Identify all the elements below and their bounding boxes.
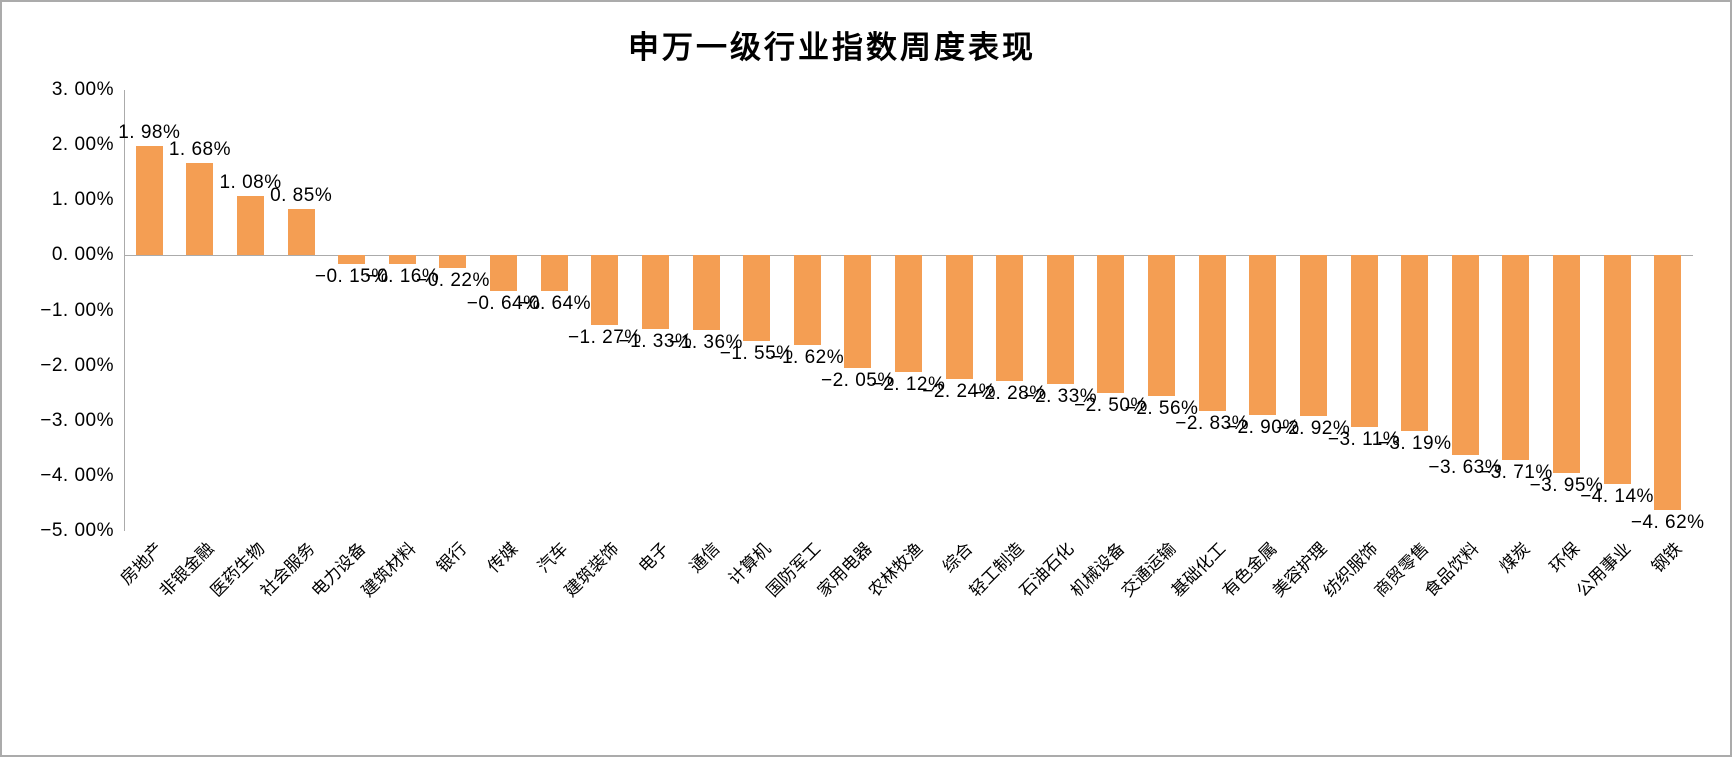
bar <box>692 255 720 331</box>
bar-value-label: −3. 11% <box>1327 428 1401 450</box>
y-axis-line <box>124 90 125 531</box>
bar <box>287 208 315 256</box>
bar-value-label: −2. 90% <box>1225 417 1300 439</box>
bar <box>996 255 1024 382</box>
bar <box>1451 255 1479 456</box>
y-axis-tick-label: −3. 00% <box>40 409 114 431</box>
bar-value-label: −3. 63% <box>1428 457 1503 479</box>
bar <box>1552 255 1580 474</box>
bar <box>1603 255 1631 484</box>
bar <box>591 255 619 326</box>
bar-value-label: −1. 33% <box>618 330 693 352</box>
bar-value-label: 1. 98% <box>118 122 181 144</box>
bar <box>338 255 366 264</box>
bar-value-label: −2. 83% <box>1175 413 1250 435</box>
bar <box>1401 255 1429 432</box>
y-axis-tick-label: 1. 00% <box>51 189 114 211</box>
y-axis-tick-label: 2. 00% <box>51 134 114 156</box>
bar <box>1097 255 1125 394</box>
bar <box>540 255 568 291</box>
bar <box>743 255 771 341</box>
bar <box>186 162 214 256</box>
bar-value-label: −4. 14% <box>1580 485 1654 507</box>
bar-value-label: −1. 36% <box>669 332 743 354</box>
bar-value-label: −0. 64% <box>517 292 592 314</box>
bar-value-label: −3. 95% <box>1529 475 1604 497</box>
bar <box>388 255 416 265</box>
bar <box>844 255 872 369</box>
y-axis-tick-label: 3. 00% <box>51 79 114 100</box>
y-axis-tick-label: −2. 00% <box>40 354 114 376</box>
bar-value-label: −2. 50% <box>1074 395 1148 417</box>
bar-value-label: −1. 27% <box>567 327 642 349</box>
bar-value-label: −3. 71% <box>1478 461 1553 483</box>
bar-value-label: −2. 05% <box>821 370 895 392</box>
bar-value-label: 0. 85% <box>270 184 333 206</box>
bar <box>490 255 518 291</box>
bar-value-label: −2. 12% <box>871 374 946 396</box>
bar <box>439 255 467 268</box>
y-axis-tick-label: −1. 00% <box>40 299 114 321</box>
bar-value-label: −1. 55% <box>719 342 794 364</box>
bar-value-label: −0. 22% <box>416 269 490 291</box>
bar-value-label: −3. 19% <box>1377 433 1452 455</box>
bar <box>895 255 922 373</box>
chart-title: 申万一级行业指数周度表现 <box>628 30 1036 65</box>
bar <box>237 195 265 256</box>
bar <box>1654 255 1682 511</box>
bar-value-label: −1. 62% <box>770 346 845 368</box>
bar <box>793 255 821 345</box>
bar-value-label: −0. 16% <box>365 266 440 288</box>
bar <box>945 255 973 379</box>
bar-value-label: −2. 24% <box>922 380 996 402</box>
bar-value-label: −4. 62% <box>1630 512 1705 534</box>
y-axis-tick-label: 0. 00% <box>51 244 114 266</box>
bar-value-label: −2. 33% <box>1023 385 1098 407</box>
bar <box>1502 255 1530 460</box>
bar <box>1148 255 1176 397</box>
bar <box>1198 255 1226 412</box>
bar <box>1249 255 1277 416</box>
bar <box>1350 255 1378 427</box>
bar-value-label: 1. 08% <box>219 171 282 193</box>
y-axis-tick-label: −4. 00% <box>40 464 114 486</box>
bar-value-label: −2. 92% <box>1276 418 1351 440</box>
bar-value-label: 1. 68% <box>168 138 231 160</box>
bar-value-label: −0. 64% <box>466 292 541 314</box>
bar <box>1046 255 1074 384</box>
bar-value-label: −2. 28% <box>972 383 1047 405</box>
bar-value-label: −2. 56% <box>1124 398 1199 420</box>
y-axis-tick-label: −5. 00% <box>40 520 114 541</box>
bar-value-label: −0. 15% <box>314 265 389 287</box>
bar <box>641 255 669 329</box>
bar <box>135 146 163 256</box>
bar <box>1299 255 1327 417</box>
